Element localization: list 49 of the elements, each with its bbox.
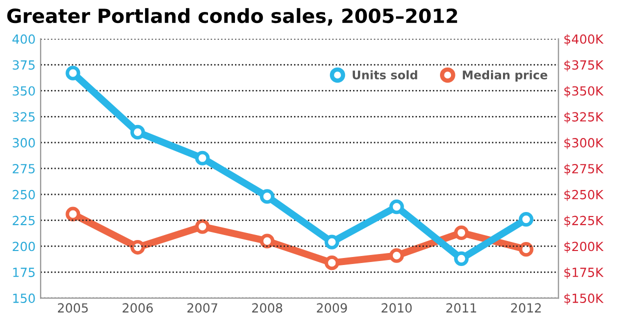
point (260, 234, 274, 248)
y-tick-label: 150 (13, 294, 35, 304)
y2-tick-label: $250K (564, 190, 604, 201)
y2-tick-label: $200K (564, 241, 604, 253)
y-tick-label: 200 (12, 242, 35, 252)
y-tick-label: 350 (12, 86, 35, 96)
point (324, 234, 340, 250)
y-tick-label: 175 (13, 268, 35, 278)
y2-tick-label: $375K (564, 60, 604, 72)
point (260, 189, 274, 204)
point (195, 150, 210, 166)
y-tick-label: 275 (12, 164, 35, 174)
y2-tick-label: $400K (564, 34, 604, 46)
y-tick-label: 400 (12, 34, 35, 44)
point (454, 251, 469, 266)
point (454, 225, 469, 240)
y2-tick-label: $275K (564, 164, 604, 176)
y-tick-label: 375 (12, 60, 35, 70)
y-tick-label: 225 (12, 216, 35, 226)
x-tick-label: 2011 (446, 303, 476, 313)
y2-tick-label: $150K (564, 293, 604, 305)
y-tick-label: 300 (12, 138, 35, 148)
point (518, 212, 534, 227)
x-tick-label: 2006 (122, 303, 153, 313)
x-tick-label: 2007 (187, 303, 218, 313)
point (518, 242, 534, 257)
x-tick-label: 2009 (316, 303, 347, 313)
y2-tick-label: $225K (564, 216, 604, 227)
y2-tick-label: $350K (564, 86, 604, 98)
point (66, 66, 80, 80)
y-tick-label: 250 (12, 190, 35, 200)
y2-tick-label: $175K (564, 267, 604, 279)
x-tick-label: 2008 (252, 303, 282, 313)
chart-title: Greater Portland condo sales, 2005–2012 (7, 8, 458, 26)
legend-label: Units sold (352, 70, 418, 80)
point (389, 248, 404, 263)
y2-tick-label: $325K (564, 112, 604, 124)
point (130, 240, 145, 255)
point (324, 256, 340, 270)
x-tick-label: 2012 (511, 303, 541, 313)
x-tick-label: 2010 (382, 303, 412, 313)
point (66, 206, 80, 222)
legend-label: Median price (462, 70, 548, 82)
point (389, 200, 404, 214)
x-tick-label: 2005 (58, 303, 88, 313)
point (195, 219, 210, 234)
y2-tick-label: $300K (564, 138, 604, 150)
point (130, 124, 145, 140)
y-tick-label: 325 (12, 112, 35, 122)
